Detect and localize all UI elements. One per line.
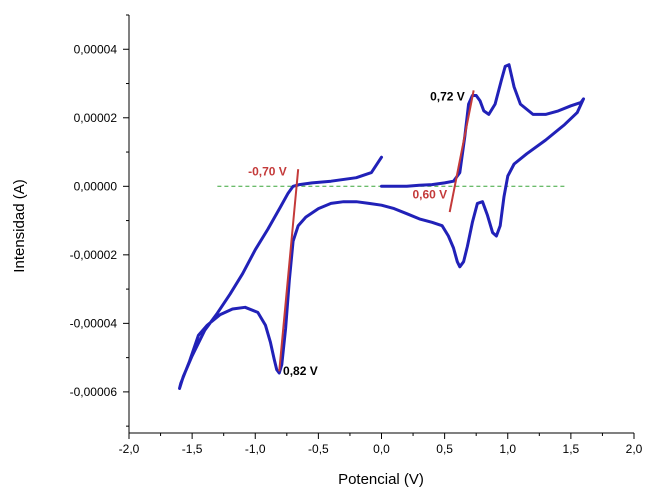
series-layer [178, 63, 585, 390]
y-tick-label: -0,00006 [70, 385, 118, 399]
x-tick-label: 1,0 [499, 442, 516, 456]
x-tick-label: 0,0 [373, 442, 390, 456]
tangent-layer [278, 90, 475, 372]
x-tick-label: -1,5 [182, 442, 203, 456]
y-tick-label: 0,00004 [74, 42, 118, 56]
tangent-line [448, 90, 475, 213]
annotation-layer: -0,70 V 0,60 V 0,72 V 0,82 V [248, 90, 465, 378]
x-tick-label: 1,5 [563, 442, 580, 456]
x-tick-label: 2,0 [626, 442, 643, 456]
x-tick-label: -0,5 [308, 442, 329, 456]
x-tick-label: 0,5 [436, 442, 453, 456]
x-tick-label: -1,0 [245, 442, 266, 456]
potential-annotation: 0,72 V [430, 90, 465, 104]
potential-annotation: 0,60 V [412, 187, 447, 201]
voltammogram-curve [178, 63, 585, 390]
y-tick-label: 0,00000 [74, 179, 118, 193]
y-tick-label: -0,00002 [70, 248, 118, 262]
potential-annotation: 0,82 V [283, 364, 318, 378]
y-tick-label: 0,00002 [74, 111, 118, 125]
y-tick-label: -0,00004 [70, 316, 118, 330]
tangent-line [278, 169, 300, 372]
axes: -2,0 -1,5 -1,0 -0,5 0,0 0,5 1,0 1,5 2,0 -0,00006 -… [70, 14, 643, 456]
x-axis-title: Potencial (V) [338, 471, 424, 488]
potential-annotation: -0,70 V [248, 164, 287, 178]
x-tick-label: -2,0 [119, 442, 140, 456]
y-axis-title: Intensidad (A) [11, 179, 28, 272]
